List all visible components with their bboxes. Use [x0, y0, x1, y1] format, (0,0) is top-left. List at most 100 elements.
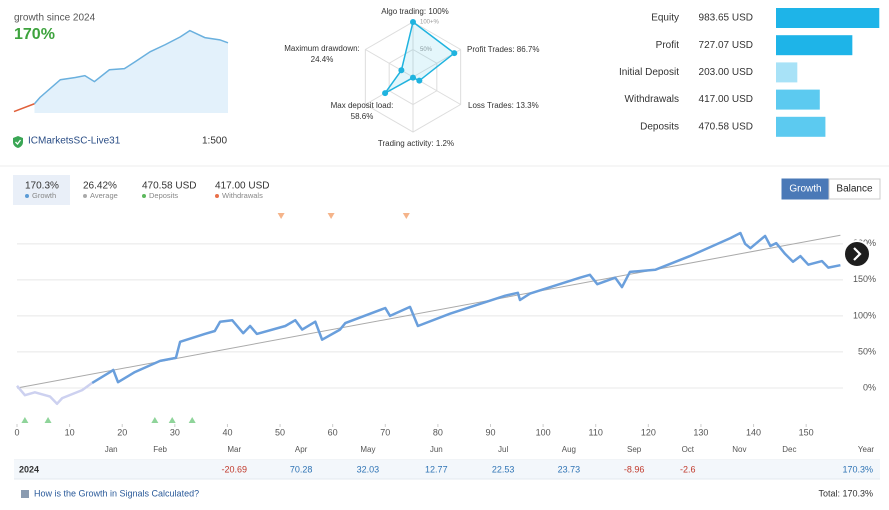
radar-tick-label: 50%: [420, 47, 433, 53]
month-return: 12.77: [425, 464, 448, 474]
growth-line: [16, 381, 93, 406]
month-label: Feb: [153, 445, 167, 454]
x-tick-label: 130: [693, 427, 708, 437]
radar-spoke: [365, 49, 414, 78]
stat-value: 26.42%: [83, 181, 117, 192]
x-tick-label: 140: [746, 427, 761, 437]
stat-dot: [142, 194, 146, 198]
stat-dot: [83, 194, 87, 198]
table-row-bg: [14, 460, 880, 479]
bar: [776, 116, 826, 137]
y-tick-label: 0%: [863, 382, 876, 392]
bar-category: Deposits: [640, 121, 679, 132]
withdrawal-marker: [277, 213, 285, 219]
radar-label: 58.6%: [351, 112, 374, 121]
deposit-marker: [168, 417, 176, 423]
month-label: Mar: [227, 445, 241, 454]
bar-category: Equity: [651, 13, 679, 24]
stat-dot: [25, 194, 29, 198]
radar-label: Trading activity: 1.2%: [378, 139, 454, 148]
sparkline-line: [13, 103, 35, 113]
x-tick-label: 60: [328, 427, 338, 437]
y-tick-label: 50%: [858, 346, 876, 356]
month-return: 23.73: [558, 464, 581, 474]
growth-label: growth since 2024: [14, 13, 96, 24]
stat-name: Deposits: [149, 191, 178, 200]
month-label: Oct: [682, 445, 695, 454]
bar-value-label: 203.00 USD: [699, 67, 753, 78]
stat-value: 470.58 USD: [142, 181, 196, 192]
radar-label: Max deposit load:: [331, 101, 394, 110]
month-return: -8.96: [624, 464, 645, 474]
tab-label[interactable]: Growth: [789, 184, 821, 195]
stat-dot: [215, 194, 219, 198]
x-tick-label: 100: [536, 427, 551, 437]
x-tick-label: 50: [275, 427, 285, 437]
deposit-marker: [188, 417, 196, 423]
month-label: Jun: [430, 445, 443, 454]
x-tick-label: 20: [117, 427, 127, 437]
x-tick-label: 10: [65, 427, 75, 437]
radar-label: Maximum drawdown:: [284, 44, 360, 53]
verified-icon: [13, 136, 23, 148]
x-tick-label: 80: [433, 427, 443, 437]
x-tick-label: 30: [170, 427, 180, 437]
verified-check: [15, 139, 22, 145]
radar-point: [410, 74, 416, 81]
bar-value-label: 417.00 USD: [699, 94, 753, 105]
radar-label: 24.4%: [311, 55, 334, 64]
month-return: 70.28: [290, 464, 313, 474]
tab-label[interactable]: Balance: [836, 184, 873, 195]
bar-value-label: 983.65 USD: [699, 13, 753, 24]
bar-category: Initial Deposit: [619, 67, 679, 78]
month-label: Dec: [782, 445, 796, 454]
y-tick-label: 100%: [853, 310, 876, 320]
footer-total: Total: 170.3%: [818, 488, 873, 498]
x-tick-label: 150: [799, 427, 814, 437]
month-return: -20.69: [222, 464, 248, 474]
deposit-marker: [44, 417, 52, 423]
radar-point: [416, 77, 423, 84]
deposit-marker: [151, 417, 159, 423]
bar: [776, 35, 853, 56]
bar-value-label: 470.58 USD: [699, 121, 753, 132]
stat-name: Withdrawals: [222, 191, 263, 200]
scroll-button[interactable]: [843, 240, 871, 268]
tab-button[interactable]: [828, 178, 881, 200]
month-return: -2.6: [680, 464, 696, 474]
radar-label: Loss Trades: 13.3%: [468, 101, 539, 110]
stat-value: 170.3%: [25, 181, 59, 192]
bar: [776, 62, 798, 83]
bar-category: Withdrawals: [625, 94, 679, 105]
radar-label: Profit Trades: 86.7%: [467, 45, 539, 54]
month-return: 32.03: [357, 464, 380, 474]
growth-line: [91, 231, 841, 384]
month-return: 22.53: [492, 464, 515, 474]
stat-name: Growth: [32, 191, 56, 200]
stat-name: Average: [90, 191, 118, 200]
month-label: Sep: [627, 445, 642, 454]
bar-category: Profit: [656, 40, 680, 51]
month-label: Apr: [295, 445, 308, 454]
withdrawal-marker: [327, 213, 335, 219]
bar: [776, 89, 820, 110]
month-label: May: [360, 445, 375, 454]
stat-value: 417.00 USD: [215, 181, 269, 192]
broker-link[interactable]: ICMarketsSC-Live31: [28, 136, 121, 147]
x-tick-label: 0: [14, 427, 19, 437]
radar-tick-label: 100+%: [420, 20, 440, 26]
radar-point: [410, 19, 416, 25]
x-tick-label: 40: [222, 427, 232, 437]
help-icon: [21, 490, 29, 498]
withdrawal-marker: [402, 213, 410, 219]
radar-point: [398, 67, 405, 74]
table-year: 2024: [19, 464, 39, 474]
x-tick-label: 90: [485, 427, 495, 437]
bar: [776, 8, 880, 28]
help-link[interactable]: How is the Growth in Signals Calculated?: [34, 488, 199, 498]
deposit-marker: [21, 417, 29, 423]
scroll-chevron[interactable]: [853, 247, 862, 261]
radar-point: [382, 90, 389, 97]
sparkline-area: [34, 30, 228, 113]
